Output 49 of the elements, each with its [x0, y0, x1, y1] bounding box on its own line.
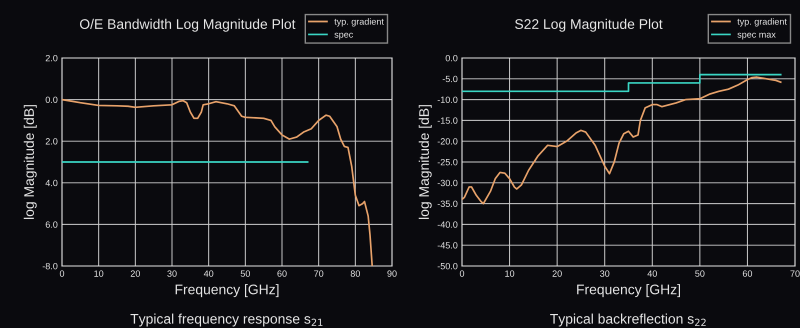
- x-tick-label: 70: [790, 270, 800, 277]
- y-tick-label: -50.0: [438, 262, 458, 270]
- chart-title: S22 Log Magnitude Plot: [515, 18, 663, 32]
- x-axis-title: Frequency [GHz]: [577, 284, 680, 298]
- y-tick-label: 2.0: [46, 54, 58, 62]
- legend-label: typ. gradient: [334, 18, 384, 27]
- y-tick-label: -35.0: [438, 200, 458, 207]
- x-tick-label: 30: [167, 270, 177, 277]
- legend-label: spec: [334, 32, 354, 40]
- y-tick-label: -45.0: [438, 242, 458, 249]
- x-tick-label: 10: [505, 270, 514, 277]
- y-tick-label: 0.0: [446, 54, 458, 62]
- x-tick-label: 40: [647, 270, 657, 277]
- y-tick-label: -5.0: [442, 76, 458, 82]
- legend-label: typ. gradient: [737, 18, 787, 27]
- legend-label: spec max: [737, 32, 776, 40]
- y-tick-label: -30.0: [438, 180, 458, 186]
- y-tick-label: -20.0: [438, 138, 458, 145]
- y-tick-label: 4.0: [45, 180, 58, 186]
- x-tick-label: 40: [204, 270, 214, 277]
- y-tick-label: -25.0: [438, 158, 458, 166]
- x-tick-label: 0: [460, 270, 464, 277]
- text: Typical frequency response s$_{21}$: [130, 314, 322, 326]
- x-tick-label: 30: [600, 270, 610, 277]
- y-tick-label: 6.0: [46, 221, 58, 228]
- x-tick-label: 20: [552, 270, 562, 277]
- y-tick-label: 0.0: [46, 96, 58, 103]
- x-tick-label: 50: [240, 270, 250, 277]
- y-tick-label: -40.0: [438, 221, 458, 228]
- x-tick-label: 70: [314, 270, 324, 277]
- x-tick-label: 10: [94, 270, 104, 277]
- line-series: [462, 76, 782, 204]
- y-tick-label: -10.0: [438, 96, 458, 103]
- chart-title: O/E Bandwidth Log Magnitude Plot: [80, 18, 296, 32]
- x-tick-label: 60: [277, 270, 287, 277]
- x-tick-label: 80: [350, 270, 360, 277]
- line-series: [62, 98, 374, 266]
- x-tick-label: 0: [60, 270, 64, 277]
- x-tick-label: 50: [695, 270, 705, 277]
- y-tick-label: -8.0: [42, 262, 58, 270]
- y-axis-title: log Magnitude [dB]: [418, 105, 432, 219]
- y-tick-label: -15.0: [438, 117, 458, 124]
- x-tick-label: 90: [387, 270, 397, 277]
- y-tick-label: 2.0: [46, 138, 58, 145]
- y-axis-title: log Magnitude [dB]: [24, 105, 37, 219]
- x-tick-label: 20: [130, 270, 140, 277]
- x-tick-label: 60: [742, 270, 752, 277]
- text: Typical backreflection s$_{22}$: [550, 314, 706, 326]
- x-axis-title: Frequency [GHz]: [176, 284, 278, 298]
